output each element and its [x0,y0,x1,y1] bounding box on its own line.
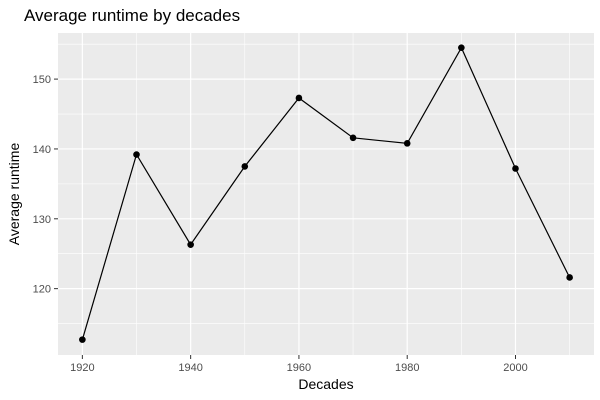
data-point [566,274,573,281]
data-point [295,94,303,102]
major-gridlines [58,33,594,355]
y-axis-ticks: 120 130 140 150 [33,74,58,296]
y-tick-label: 120 [33,284,51,296]
data-point [187,241,194,248]
x-tick-label: 1940 [178,362,202,374]
data-point [349,134,357,142]
plot-panel [58,33,594,355]
x-tick-label: 1920 [70,362,94,374]
chart-title: Average runtime by decades [24,6,241,25]
y-tick-label: 130 [33,214,51,226]
x-axis-title: Decades [298,376,353,392]
x-tick-label: 1980 [395,362,419,374]
y-tick-label: 150 [33,74,51,86]
data-point [133,151,140,158]
data-point [403,140,411,147]
y-tick-label: 140 [33,144,51,156]
y-axis-title: Average runtime [6,143,22,246]
data-point [458,44,465,51]
series-line [81,46,571,340]
data-point [79,336,86,343]
data-point [241,163,249,170]
x-tick-label: 1960 [287,362,311,374]
series-line-group [81,46,571,340]
minor-gridlines [58,33,594,355]
series-points [79,44,573,343]
x-tick-label: 2000 [503,362,527,374]
data-point [512,165,519,172]
x-axis-ticks: 1920 1940 1960 1980 2000 [70,355,528,374]
